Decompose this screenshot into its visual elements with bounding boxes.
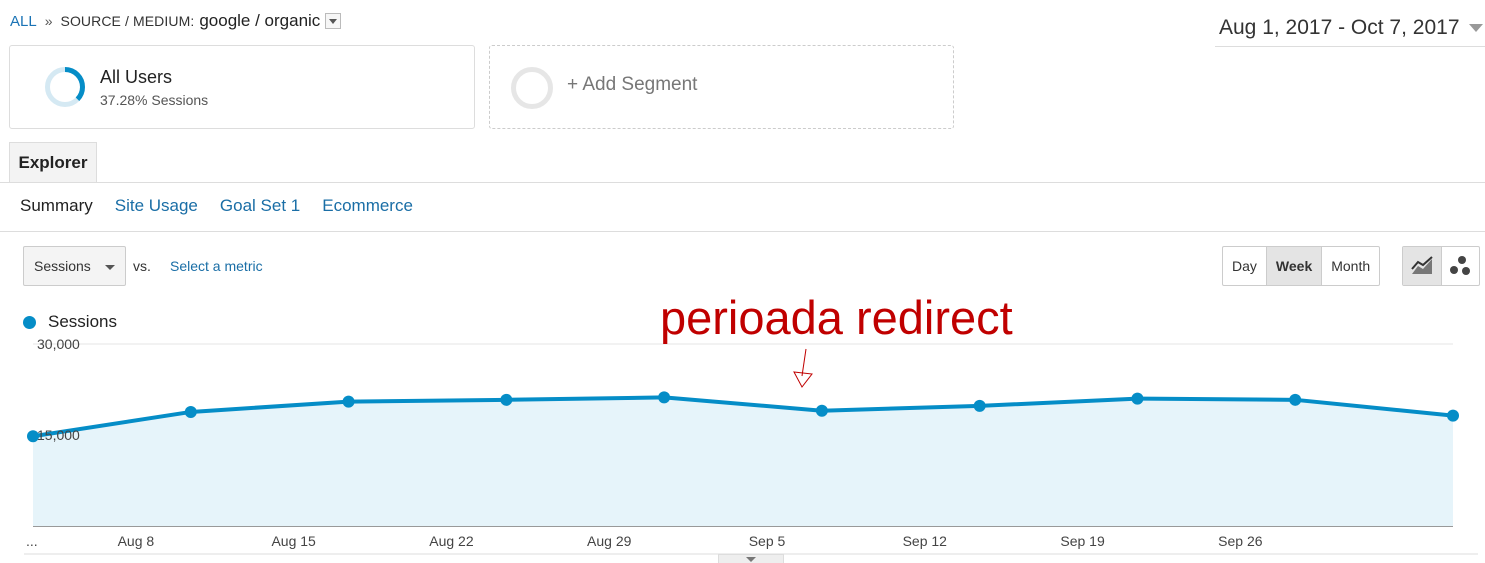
granularity-month-button[interactable]: Month bbox=[1331, 258, 1371, 274]
data-point bbox=[27, 430, 39, 443]
date-range-picker[interactable]: Aug 1, 2017 - Oct 7, 2017 bbox=[1215, 10, 1485, 47]
data-point bbox=[342, 395, 355, 408]
data-point bbox=[1131, 392, 1144, 405]
granularity-day-button[interactable]: Day bbox=[1223, 247, 1267, 285]
chevron-down-icon bbox=[1468, 24, 1483, 32]
segment-title: All Users bbox=[100, 67, 173, 87]
granularity-toggle: Day Week Month bbox=[1222, 246, 1381, 286]
data-point bbox=[658, 391, 671, 404]
chart-type-toggle bbox=[1402, 246, 1480, 286]
data-point bbox=[500, 393, 513, 406]
metric-select[interactable]: Sessions bbox=[23, 246, 126, 286]
breadcrumb-all-link[interactable]: ALL bbox=[10, 12, 37, 30]
metric-select-value: Sessions bbox=[34, 258, 91, 274]
series-line bbox=[32, 395, 1454, 439]
data-point bbox=[815, 404, 828, 417]
series-area bbox=[33, 397, 1453, 526]
legend-label: Sessions bbox=[48, 312, 117, 331]
subtab-goal-set-1[interactable]: Goal Set 1 bbox=[219, 196, 301, 215]
x-tick-label: Sep 19 bbox=[1060, 533, 1105, 549]
select-metric-link[interactable]: Select a metric bbox=[170, 258, 263, 274]
subtab-site-usage[interactable]: Site Usage bbox=[114, 196, 198, 215]
granularity-week-button[interactable]: Week bbox=[1266, 247, 1323, 285]
x-tick-label: ... bbox=[26, 533, 38, 549]
data-point bbox=[1289, 393, 1302, 406]
subtab-summary[interactable]: Summary bbox=[20, 196, 93, 215]
breadcrumb-dropdown-icon[interactable] bbox=[325, 13, 342, 29]
add-segment-card[interactable]: + Add Segment bbox=[489, 45, 954, 129]
x-tick-label: Sep 26 bbox=[1218, 533, 1263, 549]
breadcrumb-dimension-label: SOURCE / MEDIUM: bbox=[60, 13, 195, 29]
x-tick-label: Aug 29 bbox=[587, 533, 632, 549]
segment-subtitle: 37.28% Sessions bbox=[100, 92, 209, 108]
tab-explorer[interactable]: Explorer bbox=[9, 142, 97, 182]
date-range-label: Aug 1, 2017 - Oct 7, 2017 bbox=[1219, 16, 1460, 39]
x-tick-label: Aug 8 bbox=[118, 533, 155, 549]
x-tick-label: Aug 15 bbox=[271, 533, 316, 549]
y-tick-label: 30,000 bbox=[37, 336, 80, 352]
x-tick-label: Sep 5 bbox=[749, 533, 786, 549]
annotation-text: perioada redirect bbox=[660, 291, 1013, 344]
tab-divider bbox=[0, 182, 1485, 183]
y-tick-label: 15,000 bbox=[37, 427, 80, 443]
legend-swatch bbox=[23, 315, 36, 329]
motion-chart-button[interactable] bbox=[1442, 247, 1480, 285]
data-point bbox=[184, 405, 197, 418]
subtab-bar: Summary Site Usage Goal Set 1 Ecommerce bbox=[20, 196, 435, 216]
add-segment-ring-icon bbox=[511, 67, 553, 109]
breadcrumb-separator: » bbox=[44, 13, 53, 29]
breadcrumb-dimension-value: google / organic bbox=[199, 11, 321, 30]
chart-expand-handle[interactable] bbox=[718, 554, 784, 563]
segment-donut-icon bbox=[45, 67, 85, 107]
line-chart-button[interactable] bbox=[1403, 247, 1442, 285]
data-point bbox=[1447, 409, 1459, 422]
vs-label: vs. bbox=[133, 258, 151, 274]
sessions-chart: 30,000 15,000... Aug 8 Aug 15 Aug 22 Aug 29 Se… bbox=[24, 336, 1478, 555]
x-tick-label: Aug 22 bbox=[429, 533, 474, 549]
subtab-ecommerce[interactable]: Ecommerce bbox=[322, 196, 413, 215]
annotation-arrow-icon bbox=[793, 348, 813, 388]
data-point bbox=[973, 399, 986, 412]
line-chart-icon bbox=[1410, 256, 1433, 274]
chart-legend: Sessions bbox=[23, 312, 117, 332]
motion-chart-icon bbox=[1450, 256, 1471, 275]
segment-all-users[interactable]: All Users 37.28% Sessions bbox=[9, 45, 475, 129]
subtab-divider bbox=[0, 231, 1485, 232]
add-segment-label: + Add Segment bbox=[567, 74, 698, 95]
x-tick-label: Sep 12 bbox=[903, 533, 948, 549]
chevron-down-icon bbox=[105, 265, 115, 270]
breadcrumb: ALL » SOURCE / MEDIUM: google / organic bbox=[10, 10, 342, 32]
